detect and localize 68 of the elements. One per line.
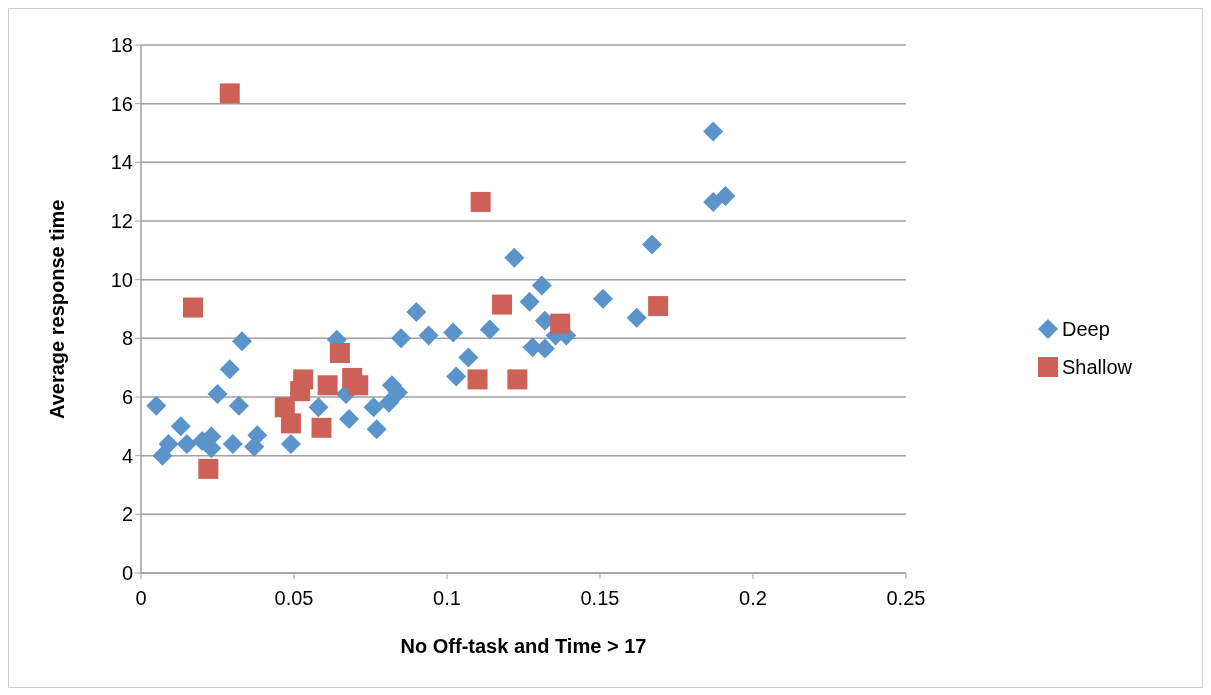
y-tick-label: 12: [110, 210, 133, 233]
legend-label: Deep: [1061, 317, 1110, 341]
x-tick-label: 0: [135, 587, 147, 610]
point: [219, 83, 240, 104]
point: [531, 275, 552, 296]
point: [446, 366, 467, 387]
point: [198, 458, 219, 479]
y-tick-label: 18: [110, 34, 133, 57]
y-axis-title: Average response time: [46, 199, 69, 419]
x-tick-label: 0.2: [739, 587, 767, 610]
point: [470, 191, 491, 212]
point: [311, 417, 332, 438]
point: [317, 375, 338, 396]
point: [207, 384, 228, 405]
y-tick-label: 14: [110, 151, 133, 174]
point: [363, 397, 384, 418]
point: [648, 296, 669, 317]
point: [418, 325, 439, 346]
point: [507, 369, 528, 390]
point: [339, 409, 360, 429]
point: [247, 425, 268, 446]
point: [593, 288, 614, 309]
y-tick-label: 16: [110, 92, 133, 115]
point: [626, 307, 647, 328]
point: [280, 433, 301, 454]
y-tick-label: 2: [121, 503, 133, 526]
point: [290, 381, 311, 402]
y-tick-label: 8: [121, 327, 133, 350]
point: [406, 301, 427, 322]
point: [550, 313, 571, 334]
point: [479, 319, 500, 340]
point: [492, 294, 513, 315]
x-axis-title: No Off-task and Time > 17: [400, 635, 647, 657]
point: [504, 247, 525, 268]
x-tick-label: 0.05: [274, 587, 314, 610]
point: [228, 395, 249, 416]
point: [222, 433, 243, 454]
point: [280, 413, 301, 434]
y-tick-label: 6: [121, 386, 133, 409]
point: [152, 445, 173, 466]
point: [183, 297, 204, 318]
legend-label: Shallow: [1061, 355, 1132, 379]
y-tick-label: 10: [110, 268, 133, 291]
point: [391, 328, 412, 349]
point: [329, 343, 350, 363]
y-tick-label: 0: [121, 562, 133, 585]
x-tick-label: 0.1: [433, 587, 461, 610]
point: [366, 419, 387, 440]
point: [703, 191, 724, 212]
point: [308, 397, 329, 418]
point: [703, 121, 724, 142]
point: [715, 186, 736, 207]
point: [219, 359, 240, 380]
point: [443, 322, 464, 343]
point: [176, 433, 197, 454]
point: [458, 347, 479, 368]
x-tick-label: 0.15: [580, 587, 620, 610]
point: [378, 392, 399, 413]
point: [231, 331, 252, 352]
point: [170, 416, 191, 437]
x-tick-label: 0.25: [886, 587, 926, 610]
y-tick-label: 4: [121, 444, 133, 467]
point: [641, 234, 662, 255]
point: [519, 291, 540, 312]
point: [158, 433, 179, 454]
point: [467, 369, 488, 390]
point: [146, 395, 167, 416]
point: [388, 382, 409, 403]
